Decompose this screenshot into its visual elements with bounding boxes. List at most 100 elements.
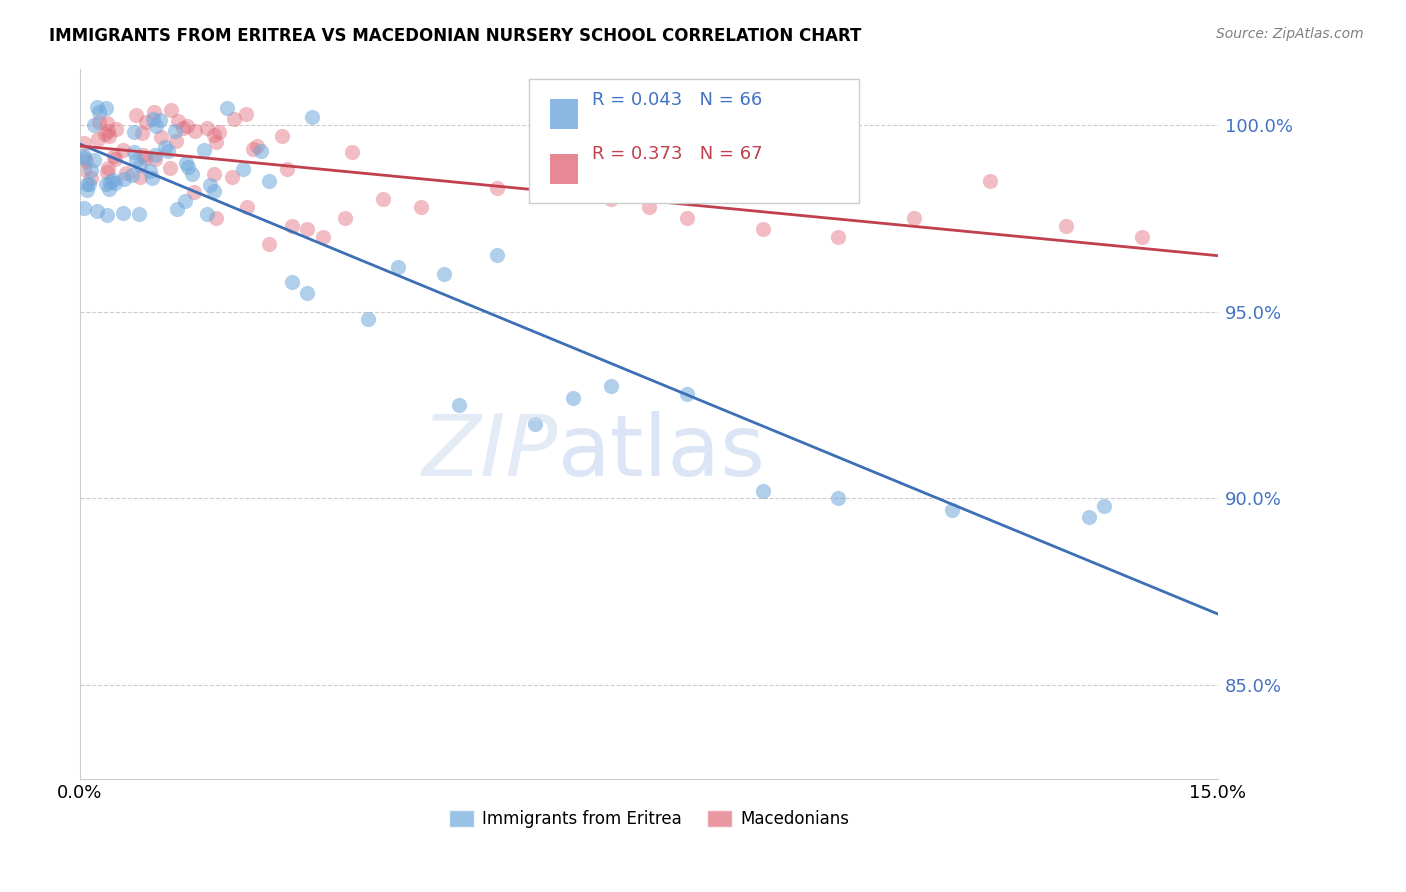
Immigrants from Eritrea — [76, 183, 98, 197]
Macedonians — [221, 169, 243, 184]
Macedonians — [411, 200, 433, 214]
Macedonians — [979, 174, 1001, 188]
Macedonians — [202, 128, 225, 143]
Immigrants from Eritrea — [301, 110, 323, 124]
Immigrants from Eritrea — [297, 285, 319, 300]
Immigrants from Eritrea — [98, 182, 121, 196]
Immigrants from Eritrea — [599, 379, 621, 393]
Macedonians — [134, 151, 156, 165]
Immigrants from Eritrea — [73, 201, 96, 215]
Text: ZIP: ZIP — [422, 410, 558, 493]
Macedonians — [903, 211, 925, 225]
Macedonians — [827, 229, 849, 244]
Macedonians — [311, 229, 333, 244]
Immigrants from Eritrea — [76, 178, 98, 192]
Macedonians — [97, 161, 120, 176]
Macedonians — [103, 149, 125, 163]
Macedonians — [297, 222, 319, 236]
Immigrants from Eritrea — [202, 184, 225, 198]
Immigrants from Eritrea — [941, 502, 963, 516]
Macedonians — [235, 107, 257, 121]
FancyBboxPatch shape — [529, 79, 859, 203]
Immigrants from Eritrea — [125, 153, 148, 168]
Immigrants from Eritrea — [94, 177, 117, 191]
Immigrants from Eritrea — [217, 101, 239, 115]
Macedonians — [637, 200, 659, 214]
Macedonians — [131, 127, 153, 141]
Immigrants from Eritrea — [166, 202, 188, 216]
Immigrants from Eritrea — [98, 175, 121, 189]
Macedonians — [97, 124, 120, 138]
Immigrants from Eritrea — [77, 177, 100, 191]
Text: R = 0.373   N = 67: R = 0.373 N = 67 — [592, 145, 762, 163]
Immigrants from Eritrea — [523, 417, 546, 431]
Macedonians — [205, 211, 228, 225]
Macedonians — [276, 161, 298, 176]
Immigrants from Eritrea — [145, 119, 167, 133]
Macedonians — [80, 170, 103, 185]
Immigrants from Eritrea — [193, 143, 215, 157]
Immigrants from Eritrea — [561, 391, 583, 405]
Macedonians — [751, 222, 773, 236]
Macedonians — [96, 165, 118, 179]
Macedonians — [599, 193, 621, 207]
Immigrants from Eritrea — [124, 145, 146, 159]
Macedonians — [235, 200, 257, 214]
Macedonians — [159, 103, 181, 117]
Text: Source: ZipAtlas.com: Source: ZipAtlas.com — [1216, 27, 1364, 41]
Immigrants from Eritrea — [387, 260, 409, 274]
Immigrants from Eritrea — [121, 168, 143, 182]
Macedonians — [143, 152, 166, 166]
Immigrants from Eritrea — [101, 173, 124, 187]
Immigrants from Eritrea — [449, 398, 471, 412]
Immigrants from Eritrea — [259, 174, 281, 188]
Text: atlas: atlas — [558, 410, 766, 493]
Immigrants from Eritrea — [195, 207, 218, 221]
Immigrants from Eritrea — [73, 151, 96, 165]
Macedonians — [281, 219, 304, 233]
Macedonians — [105, 121, 128, 136]
Macedonians — [271, 128, 294, 143]
FancyBboxPatch shape — [550, 99, 578, 129]
Immigrants from Eritrea — [142, 112, 165, 127]
Macedonians — [486, 181, 509, 195]
Immigrants from Eritrea — [80, 162, 103, 177]
Immigrants from Eritrea — [180, 167, 202, 181]
Macedonians — [128, 170, 150, 185]
Immigrants from Eritrea — [156, 144, 179, 158]
Macedonians — [675, 211, 697, 225]
Macedonians — [75, 153, 97, 168]
Macedonians — [204, 136, 226, 150]
Immigrants from Eritrea — [176, 155, 198, 169]
Macedonians — [73, 161, 96, 176]
Macedonians — [96, 115, 118, 129]
Macedonians — [165, 134, 187, 148]
Immigrants from Eritrea — [141, 171, 163, 186]
Immigrants from Eritrea — [177, 160, 200, 174]
Macedonians — [166, 113, 188, 128]
Macedonians — [184, 124, 207, 138]
Immigrants from Eritrea — [149, 112, 172, 127]
Macedonians — [97, 129, 120, 144]
Text: R = 0.043   N = 66: R = 0.043 N = 66 — [592, 91, 762, 109]
Macedonians — [561, 185, 583, 199]
Macedonians — [335, 211, 357, 225]
Macedonians — [104, 153, 127, 167]
Immigrants from Eritrea — [89, 105, 111, 120]
Immigrants from Eritrea — [128, 206, 150, 220]
Text: IMMIGRANTS FROM ERITREA VS MACEDONIAN NURSERY SCHOOL CORRELATION CHART: IMMIGRANTS FROM ERITREA VS MACEDONIAN NU… — [49, 27, 862, 45]
Macedonians — [143, 105, 166, 120]
Macedonians — [73, 136, 96, 151]
Legend: Immigrants from Eritrea, Macedonians: Immigrants from Eritrea, Macedonians — [441, 803, 856, 835]
Macedonians — [242, 142, 264, 156]
Macedonians — [87, 132, 110, 146]
Immigrants from Eritrea — [83, 153, 105, 167]
Immigrants from Eritrea — [96, 208, 118, 222]
Macedonians — [131, 148, 153, 162]
Macedonians — [159, 161, 181, 176]
Macedonians — [112, 143, 135, 157]
Macedonians — [176, 119, 198, 133]
Immigrants from Eritrea — [357, 312, 380, 326]
Immigrants from Eritrea — [173, 194, 195, 208]
Macedonians — [340, 145, 363, 160]
